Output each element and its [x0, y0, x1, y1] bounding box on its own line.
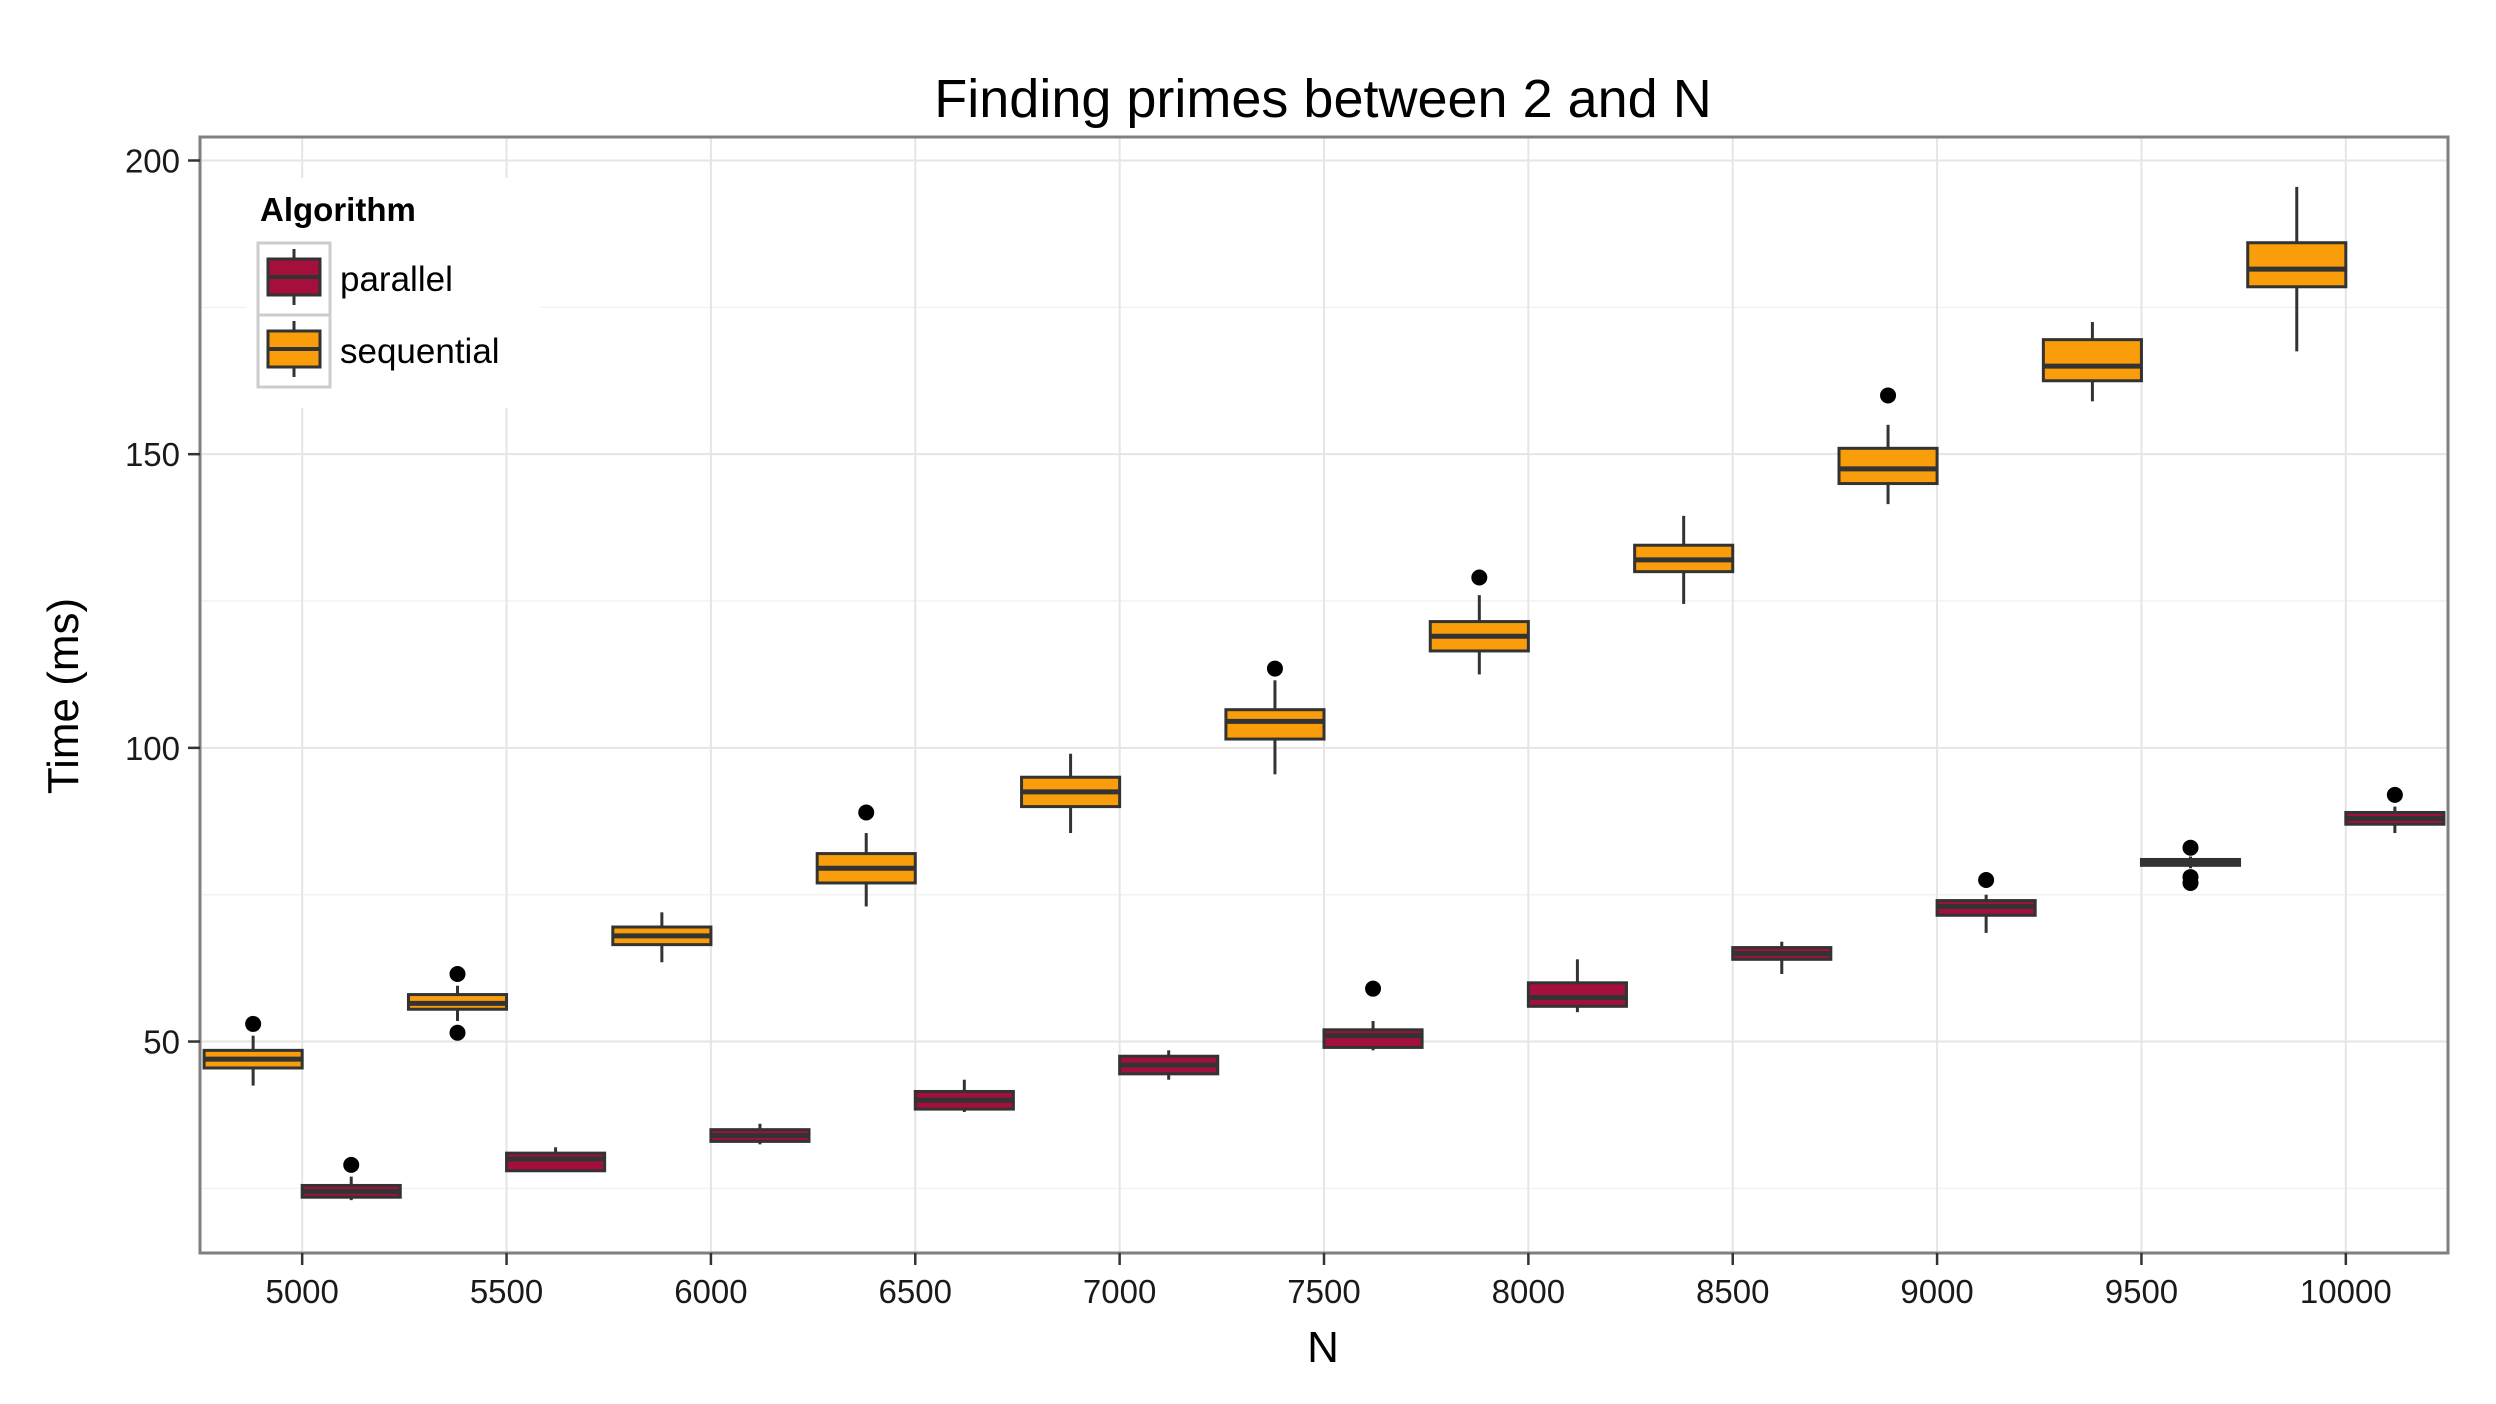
box-sequential-9500 — [2041, 322, 2143, 402]
x-axis: 5000 5500 6000 6500 7000 7500 8000 8500 9000 9500… — [265, 1253, 2392, 1310]
legend: Algorithm parallel sequential — [246, 178, 540, 408]
outlier-point — [2386, 786, 2403, 803]
outlier-point — [1266, 660, 1283, 677]
box-sequential-8500 — [1633, 515, 1735, 604]
box-body — [2041, 338, 2143, 383]
box-parallel-9000 — [1935, 872, 2037, 933]
outlier-point — [2182, 839, 2199, 856]
x-tick-label: 5500 — [470, 1273, 543, 1310]
y-tick-label: 100 — [125, 730, 180, 767]
box-parallel-6000 — [709, 1123, 811, 1145]
legend-title: Algorithm — [260, 191, 416, 228]
y-tick-label: 150 — [125, 436, 180, 473]
box-parallel-8000 — [1526, 959, 1628, 1013]
x-tick-label: 9000 — [1900, 1273, 1973, 1310]
box-body — [1224, 708, 1326, 741]
box-sequential-7000 — [1020, 753, 1122, 834]
box-sequential-5000 — [202, 1015, 304, 1086]
legend-entries: parallel sequential — [256, 241, 500, 389]
y-tick-label: 50 — [143, 1024, 180, 1061]
outlier-point — [449, 966, 466, 982]
x-tick-label: 7000 — [1083, 1273, 1156, 1310]
series-parallel — [300, 786, 2446, 1201]
box-body — [1837, 446, 1939, 486]
outlier-point — [1471, 569, 1488, 586]
x-axis-title: N — [1307, 1323, 1339, 1372]
plot-area — [198, 135, 2450, 1255]
series-sequential — [202, 186, 2348, 1086]
box-parallel-6500 — [913, 1079, 1015, 1113]
legend-key-parallel — [256, 241, 332, 317]
legend-label-sequential: sequential — [340, 332, 500, 371]
box-body — [1526, 981, 1628, 1008]
box-parallel-10000 — [2344, 786, 2446, 834]
box-series — [202, 186, 2446, 1201]
outlier-point — [1880, 387, 1897, 404]
box-parallel-5000 — [300, 1156, 402, 1201]
box-parallel-9500 — [2139, 839, 2242, 891]
outlier-point — [1365, 980, 1382, 997]
y-axis: 50 100 150 200 — [125, 142, 200, 1061]
x-tick-label: 8000 — [1492, 1273, 1565, 1310]
outlier-point — [1978, 872, 1995, 889]
x-tick-label: 8500 — [1696, 1273, 1769, 1310]
box-parallel-8500 — [1731, 941, 1833, 974]
grid-lines — [200, 137, 2448, 1253]
box-parallel-7000 — [1118, 1050, 1220, 1080]
box-parallel-7500 — [1322, 980, 1424, 1051]
box-sequential-8000 — [1428, 569, 1530, 675]
outlier-point — [858, 804, 875, 821]
box-body — [505, 1151, 607, 1173]
legend-key-sequential — [256, 313, 332, 389]
box-sequential-7500 — [1224, 660, 1326, 775]
y-tick-label: 200 — [125, 142, 180, 179]
box-sequential-10000 — [2246, 186, 2348, 352]
x-tick-label: 10000 — [2300, 1273, 2392, 1310]
y-axis-title: Time (ms) — [39, 598, 88, 794]
x-tick-label: 9500 — [2105, 1273, 2178, 1310]
x-tick-label: 7500 — [1287, 1273, 1360, 1310]
box-sequential-6000 — [611, 912, 713, 963]
legend-label-parallel: parallel — [340, 260, 453, 299]
outlier-point — [343, 1156, 360, 1173]
box-sequential-6500 — [815, 804, 917, 907]
box-parallel-5500 — [505, 1147, 607, 1173]
x-tick-label: 6500 — [879, 1273, 952, 1310]
x-tick-label: 5000 — [265, 1273, 338, 1310]
outlier-point — [245, 1015, 262, 1032]
box-sequential-5500 — [406, 966, 509, 1041]
outlier-point — [449, 1024, 466, 1041]
box-body — [2246, 241, 2348, 289]
x-tick-label: 6000 — [674, 1273, 747, 1310]
outlier-point — [2182, 874, 2199, 891]
box-sequential-9000 — [1837, 387, 1939, 505]
chart-title: Finding primes between 2 and N — [934, 69, 1711, 129]
box-body — [1322, 1028, 1424, 1049]
